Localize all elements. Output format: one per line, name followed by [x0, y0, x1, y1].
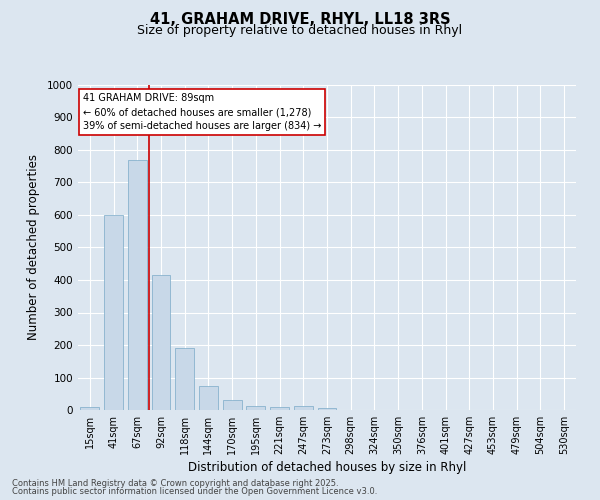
Bar [294, 406, 313, 410]
Bar [317, 408, 337, 410]
Bar [128, 160, 147, 410]
Bar [152, 275, 170, 410]
Y-axis label: Number of detached properties: Number of detached properties [27, 154, 40, 340]
Text: Contains HM Land Registry data © Crown copyright and database right 2025.: Contains HM Land Registry data © Crown c… [12, 478, 338, 488]
Bar [247, 406, 265, 410]
Text: Contains public sector information licensed under the Open Government Licence v3: Contains public sector information licen… [12, 487, 377, 496]
Text: 41 GRAHAM DRIVE: 89sqm
← 60% of detached houses are smaller (1,278)
39% of semi-: 41 GRAHAM DRIVE: 89sqm ← 60% of detached… [83, 93, 322, 131]
X-axis label: Distribution of detached houses by size in Rhyl: Distribution of detached houses by size … [188, 461, 466, 474]
Bar [104, 215, 123, 410]
Text: Size of property relative to detached houses in Rhyl: Size of property relative to detached ho… [137, 24, 463, 37]
Text: 41, GRAHAM DRIVE, RHYL, LL18 3RS: 41, GRAHAM DRIVE, RHYL, LL18 3RS [149, 12, 451, 28]
Bar [199, 386, 218, 410]
Bar [223, 400, 242, 410]
Bar [270, 408, 289, 410]
Bar [175, 348, 194, 410]
Bar [80, 407, 100, 410]
